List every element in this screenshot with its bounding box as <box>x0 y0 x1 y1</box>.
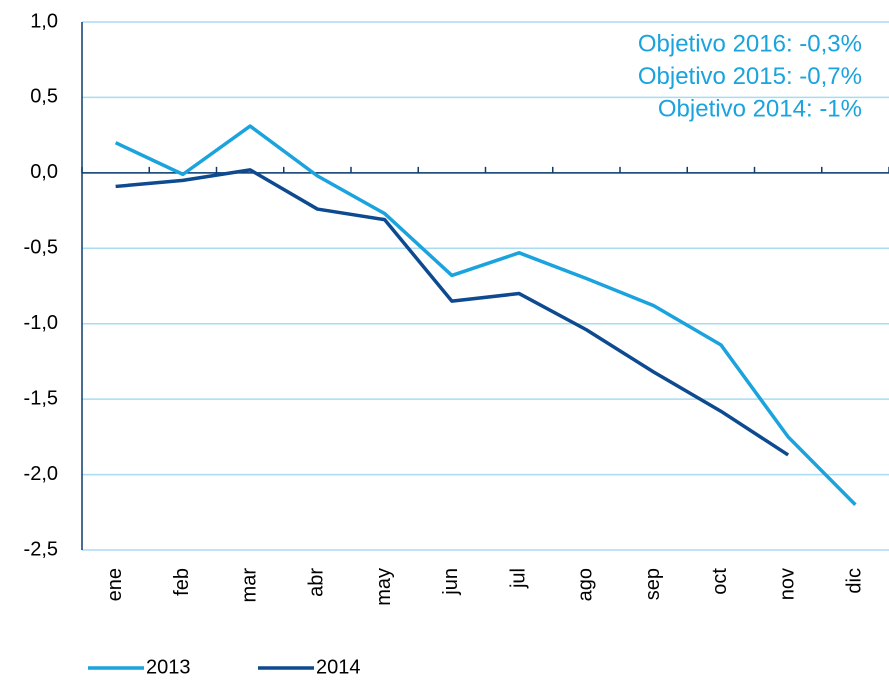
line-series <box>115 168 790 457</box>
legend-label: 2014 <box>316 656 361 678</box>
annotation: Objetivo 2014: -1% <box>658 95 862 122</box>
line-series <box>114 124 857 506</box>
x-tick-label: jun <box>440 568 462 596</box>
x-tick-label: sep <box>642 568 664 600</box>
x-tick-label: may <box>373 568 395 606</box>
y-tick-label: 0,5 <box>30 86 58 108</box>
x-tick-label: oct <box>709 568 731 595</box>
x-tick-label: feb <box>171 568 193 596</box>
x-tick-label: mar <box>238 568 260 603</box>
x-tick-label: abr <box>306 568 328 597</box>
y-tick-label: 1,0 <box>30 10 58 32</box>
x-tick-label: ago <box>575 568 597 601</box>
annotation: Objetivo 2016: -0,3% <box>638 30 862 57</box>
y-tick-label: -2,5 <box>24 538 58 560</box>
annotation: Objetivo 2015: -0,7% <box>638 63 862 90</box>
y-tick-label: -1,0 <box>24 312 58 334</box>
x-tick-label: nov <box>776 568 798 600</box>
x-tick-label: dic <box>844 568 866 594</box>
y-tick-label: -1,5 <box>24 387 58 409</box>
x-tick-label: ene <box>104 568 126 601</box>
y-tick-label: -0,5 <box>24 237 58 259</box>
y-tick-label: -2,0 <box>24 463 58 485</box>
x-tick-label: jul <box>507 568 529 589</box>
legend-label: 2013 <box>146 656 191 678</box>
y-tick-label: 0,0 <box>30 161 58 183</box>
